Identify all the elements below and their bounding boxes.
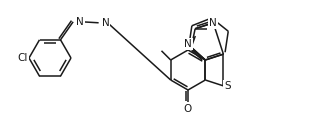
Text: N: N (76, 17, 84, 27)
Text: N: N (184, 39, 192, 49)
Text: S: S (224, 81, 231, 91)
Text: O: O (184, 104, 192, 114)
Text: N: N (102, 18, 109, 28)
Text: Cl: Cl (18, 53, 28, 63)
Text: N: N (209, 18, 217, 28)
